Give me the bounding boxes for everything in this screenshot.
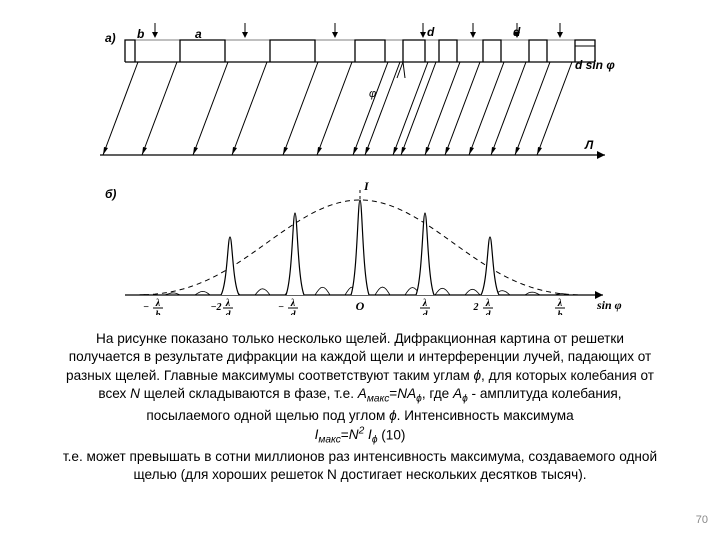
page-number: 70 [696,514,708,526]
svg-text:a: a [195,27,202,41]
svg-text:λ: λ [225,298,231,309]
text-phi: ϕ [473,368,481,383]
svg-text:б): б) [105,187,116,201]
svg-text:λ: λ [485,298,491,309]
text-eqno: (10) [377,427,405,442]
diffraction-figure-svg: а)baddd sin φφЛб)Isin φ−λb−2λd−λdOλd2λdλ… [95,15,625,315]
svg-text:sin φ: sin φ [596,298,622,312]
svg-text:d: d [486,310,492,315]
body-text: На рисунке показано только несколько щел… [60,330,660,485]
text-p1c: щелей складываются в фазе, т.е. [140,386,358,401]
svg-text:Л: Л [584,138,594,152]
svg-text:d: d [513,25,521,39]
svg-text:d: d [226,310,232,315]
svg-text:λ: λ [557,298,563,309]
svg-text:−: − [278,302,284,313]
slide: а)baddd sin φφЛб)Isin φ−λb−2λd−λdOλd2λdλ… [0,0,720,540]
svg-text:φ: φ [369,88,376,100]
svg-text:I: I [363,179,370,193]
text-p1d: , где [422,386,453,401]
svg-text:−: − [143,302,149,313]
svg-text:−2: −2 [210,302,221,313]
svg-text:b: b [558,310,563,315]
text-Amax: Aмакс [358,386,390,401]
text-Imax-eq: Iмакс [315,427,341,442]
text-Aphi: Aϕ [453,386,468,401]
svg-text:λ: λ [422,298,428,309]
svg-text:d: d [291,310,297,315]
figure: а)baddd sin φφЛб)Isin φ−λb−2λd−λdOλd2λdλ… [95,15,625,315]
svg-text:b: b [137,27,144,41]
svg-text:λ: λ [290,298,296,309]
svg-text:2: 2 [473,302,479,313]
text-p1f: . Интенсивность максимума [397,408,574,423]
text-NAphi: NAϕ [397,386,422,401]
text-N: N [130,386,140,401]
svg-text:b: b [156,310,161,315]
svg-text:λ: λ [155,298,161,309]
svg-text:d: d [427,25,435,39]
svg-text:d: d [423,310,429,315]
text-p2: т.е. может превышать в сотни миллионов р… [63,449,657,482]
svg-text:O: O [356,299,365,313]
svg-text:а): а) [105,31,116,45]
